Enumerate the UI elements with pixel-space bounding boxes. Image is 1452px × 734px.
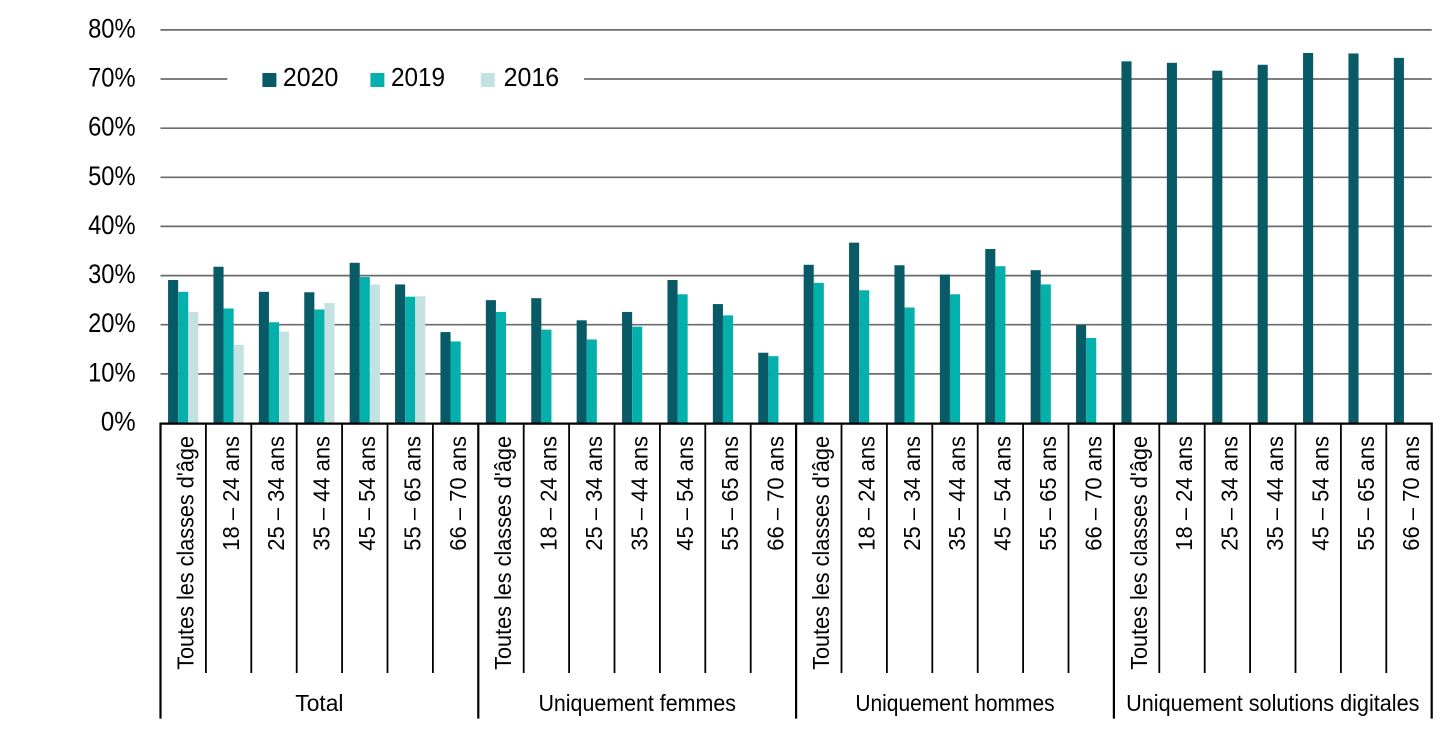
svg-text:Uniquement hommes: Uniquement hommes xyxy=(855,690,1054,716)
svg-text:66 – 70 ans: 66 – 70 ans xyxy=(1080,436,1106,551)
svg-text:Toutes les classes d'âge: Toutes les classes d'âge xyxy=(808,436,834,670)
svg-text:30%: 30% xyxy=(88,259,136,289)
svg-text:35 – 44 ans: 35 – 44 ans xyxy=(626,436,652,551)
svg-text:25 – 34 ans: 25 – 34 ans xyxy=(1217,436,1243,551)
svg-text:50%: 50% xyxy=(88,161,136,191)
svg-text:55 – 65 ans: 55 – 65 ans xyxy=(1035,436,1061,551)
svg-text:25 – 34 ans: 25 – 34 ans xyxy=(899,436,925,551)
svg-text:45 – 54 ans: 45 – 54 ans xyxy=(672,436,698,551)
svg-text:25 – 34 ans: 25 – 34 ans xyxy=(581,436,607,551)
svg-text:66 – 70 ans: 66 – 70 ans xyxy=(445,436,471,551)
svg-text:66 – 70 ans: 66 – 70 ans xyxy=(1398,436,1424,551)
svg-text:55 – 65 ans: 55 – 65 ans xyxy=(399,436,425,551)
svg-text:Uniquement solutions digitales: Uniquement solutions digitales xyxy=(1126,690,1419,716)
svg-text:Uniquement femmes: Uniquement femmes xyxy=(538,690,736,716)
svg-text:35 – 44 ans: 35 – 44 ans xyxy=(944,436,970,551)
svg-text:45 – 54 ans: 45 – 54 ans xyxy=(990,436,1016,551)
svg-text:55 – 65 ans: 55 – 65 ans xyxy=(1353,436,1379,551)
svg-text:70%: 70% xyxy=(88,63,136,93)
svg-text:45 – 54 ans: 45 – 54 ans xyxy=(1307,436,1333,551)
svg-text:Total: Total xyxy=(295,690,343,716)
svg-text:Toutes les classes d'âge: Toutes les classes d'âge xyxy=(1126,436,1152,670)
svg-text:60%: 60% xyxy=(88,112,136,142)
svg-text:35 – 44 ans: 35 – 44 ans xyxy=(309,436,335,551)
svg-text:20%: 20% xyxy=(88,308,136,338)
svg-text:2016: 2016 xyxy=(504,64,559,92)
svg-text:40%: 40% xyxy=(88,210,136,240)
svg-text:2019: 2019 xyxy=(391,64,445,92)
svg-text:0%: 0% xyxy=(101,407,136,437)
svg-text:66 – 70 ans: 66 – 70 ans xyxy=(763,436,789,551)
svg-text:18 – 24 ans: 18 – 24 ans xyxy=(1171,436,1197,551)
svg-text:18 – 24 ans: 18 – 24 ans xyxy=(853,436,879,551)
svg-text:18 – 24 ans: 18 – 24 ans xyxy=(536,436,562,551)
svg-text:25 – 34 ans: 25 – 34 ans xyxy=(263,436,289,551)
svg-text:2020: 2020 xyxy=(283,64,339,92)
svg-text:35 – 44 ans: 35 – 44 ans xyxy=(1262,436,1288,551)
svg-text:Toutes les classes d'âge: Toutes les classes d'âge xyxy=(490,436,516,670)
svg-text:80%: 80% xyxy=(88,13,136,43)
svg-text:55 – 65 ans: 55 – 65 ans xyxy=(717,436,743,551)
svg-text:Toutes les classes d'âge: Toutes les classes d'âge xyxy=(172,436,198,670)
svg-text:18 – 24 ans: 18 – 24 ans xyxy=(218,436,244,551)
svg-text:10%: 10% xyxy=(88,357,136,387)
svg-text:45 – 54 ans: 45 – 54 ans xyxy=(354,436,380,551)
